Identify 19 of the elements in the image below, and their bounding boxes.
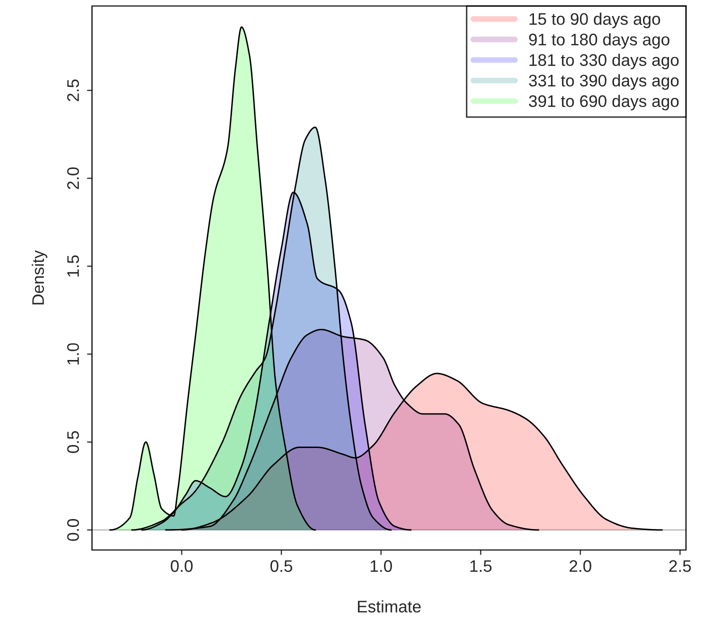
legend-label: 391 to 690 days ago bbox=[528, 94, 679, 110]
legend-label: 331 to 390 days ago bbox=[528, 74, 679, 90]
x-tick-label: 1.5 bbox=[470, 560, 492, 572]
legend-label: 15 to 90 days ago bbox=[530, 12, 660, 28]
x-tick-label: 0.5 bbox=[270, 560, 292, 572]
y-tick-label: 1.5 bbox=[67, 255, 79, 277]
legend-label: 181 to 330 days ago bbox=[530, 54, 679, 70]
legend-label: 91 to 180 days ago bbox=[529, 33, 670, 49]
y-tick-label: 1.0 bbox=[67, 343, 79, 364]
x-tick-label: 1.0 bbox=[370, 560, 392, 572]
y-tick-label: 2.5 bbox=[67, 80, 79, 102]
y-tick-label: 0.5 bbox=[67, 431, 79, 453]
x-tick-label: 2.0 bbox=[570, 560, 592, 572]
x-tick-label: 0.0 bbox=[170, 560, 193, 572]
y-axis-title: Density bbox=[32, 250, 48, 304]
x-axis-title: Estimate bbox=[358, 600, 421, 612]
y-tick-label: 2.0 bbox=[67, 167, 79, 190]
x-tick-label: 2.5 bbox=[669, 560, 691, 572]
y-tick-label: 0.0 bbox=[67, 519, 79, 541]
